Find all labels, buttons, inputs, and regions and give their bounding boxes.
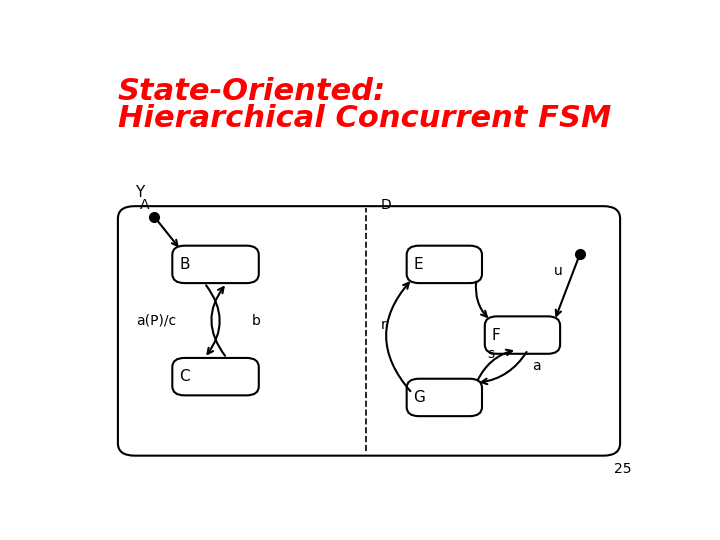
FancyBboxPatch shape	[172, 246, 258, 283]
Text: State-Oriented:: State-Oriented:	[118, 77, 386, 106]
Text: a: a	[532, 359, 541, 373]
Text: B: B	[179, 257, 189, 272]
Text: D: D	[380, 198, 391, 212]
Text: u: u	[554, 264, 563, 278]
Text: Hierarchical Concurrent FSM: Hierarchical Concurrent FSM	[118, 104, 611, 133]
Text: 25: 25	[613, 462, 631, 476]
Text: A: A	[140, 198, 150, 212]
FancyBboxPatch shape	[485, 316, 560, 354]
Text: G: G	[413, 390, 426, 405]
FancyBboxPatch shape	[118, 206, 620, 456]
FancyBboxPatch shape	[407, 379, 482, 416]
Text: s: s	[487, 347, 494, 361]
Text: r: r	[381, 318, 387, 332]
Text: C: C	[179, 369, 189, 384]
FancyBboxPatch shape	[172, 358, 258, 395]
Text: Y: Y	[135, 185, 144, 200]
Text: E: E	[413, 257, 423, 272]
Text: b: b	[252, 314, 261, 328]
Text: F: F	[492, 328, 500, 342]
FancyBboxPatch shape	[407, 246, 482, 283]
Text: a(P)/c: a(P)/c	[136, 314, 176, 328]
